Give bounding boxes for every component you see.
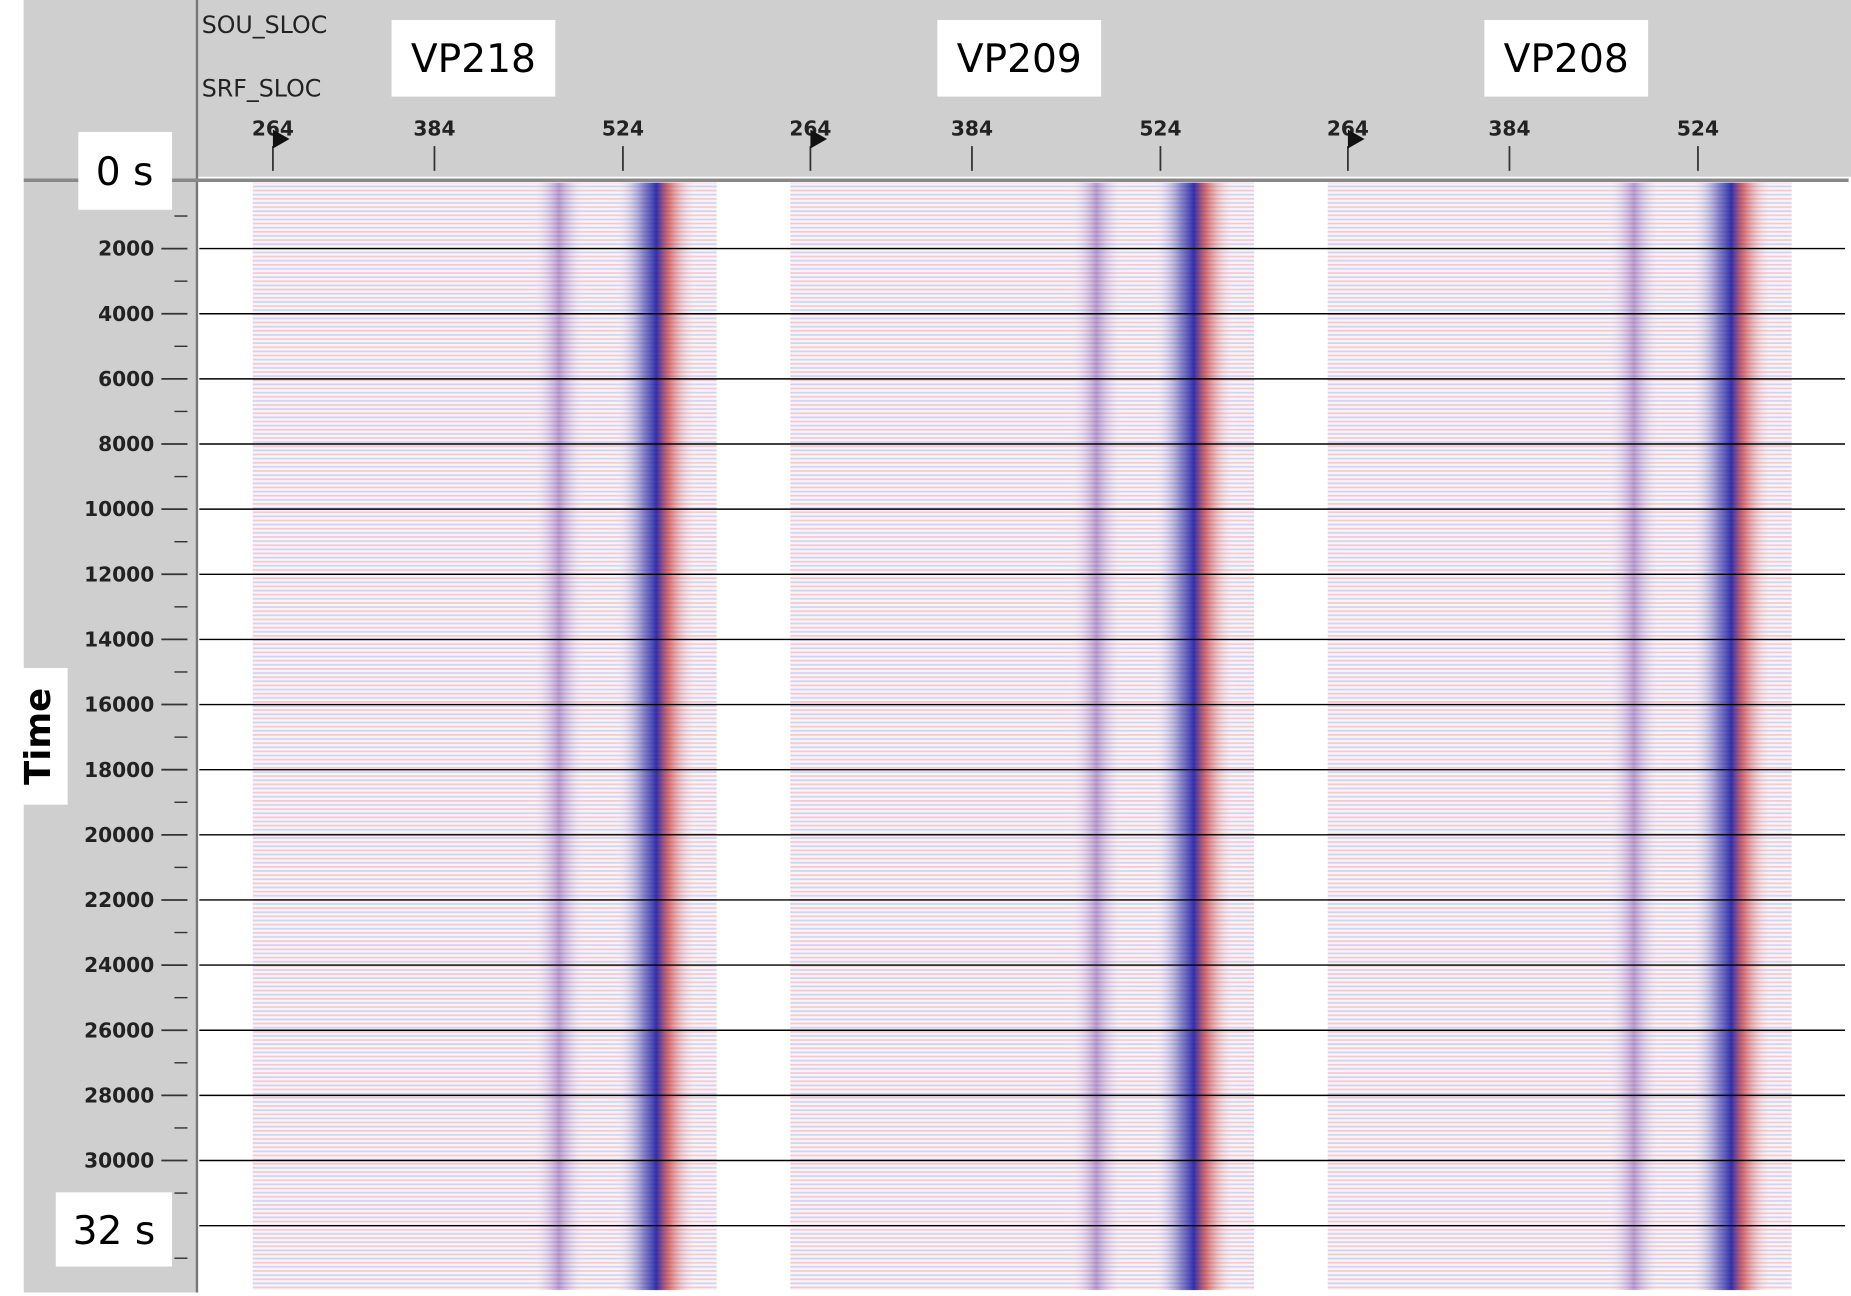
header-label: SRF_SLOC — [202, 75, 322, 103]
marker — [1347, 129, 1365, 149]
x-tick-label: 264 — [1327, 117, 1369, 141]
x-tick-label: 264 — [252, 117, 294, 141]
x-tick-label: 524 — [602, 117, 644, 141]
seismic-band — [1152, 182, 1236, 1291]
seismic-band — [1689, 182, 1774, 1291]
y-tick-label: 26000 — [84, 1018, 154, 1042]
annotation-box — [78, 131, 173, 210]
y-tick-label: 18000 — [84, 758, 154, 782]
panels: VP218 264 384 524 VP209 264 384 524 VP208 264 384 5… — [252, 20, 1792, 1291]
seismic-band — [531, 182, 587, 1291]
y-tick-label: 28000 — [84, 1084, 154, 1108]
axis-label-box — [5, 668, 68, 805]
annotation: 32 s — [73, 1209, 156, 1254]
annotation: 0 s — [96, 150, 154, 195]
panel-title-box — [391, 20, 556, 97]
panel-title: VP208 — [1504, 37, 1629, 82]
y-tick-label: 24000 — [84, 953, 154, 977]
x-tick-label: 384 — [951, 117, 993, 141]
y-tick-label: 14000 — [84, 628, 154, 652]
x-tick-label: 524 — [1677, 117, 1719, 141]
marker — [272, 129, 290, 149]
y-tick-label: 6000 — [98, 367, 154, 391]
annotation-box — [55, 1192, 173, 1267]
panel-title: VP218 — [411, 37, 536, 82]
y-tick-label: 4000 — [98, 302, 154, 326]
x-tick-label: 384 — [413, 117, 455, 141]
y-tick-label: 20000 — [84, 823, 154, 847]
y-tick-label: 16000 — [84, 693, 154, 717]
y-tick-label: 10000 — [84, 497, 154, 521]
axis-bar — [23, 0, 197, 1293]
y-tick-label: 12000 — [84, 562, 154, 586]
y-tick-label: 22000 — [84, 888, 154, 912]
x-tick-label: 384 — [1488, 117, 1530, 141]
seismic-band — [1068, 182, 1125, 1291]
marker — [810, 129, 828, 149]
y-tick-label: 30000 — [84, 1149, 154, 1173]
panel-title: VP209 — [957, 37, 1082, 82]
x-tick-label: 264 — [789, 117, 831, 141]
axis: 2000 4000 6000 8000 10000 12000 14000 16000 1800… — [84, 215, 1846, 1259]
panel-title-box — [937, 20, 1102, 97]
y-tick-label: 2000 — [98, 237, 154, 261]
y-tick-label: 8000 — [98, 432, 154, 456]
panel-title-box — [1484, 20, 1649, 97]
header-label: SOU_SLOC — [202, 11, 328, 39]
x-tick-label: 524 — [1139, 117, 1181, 141]
seismic-band — [614, 182, 699, 1291]
y-axis-label: Time — [18, 688, 59, 785]
seismic-band — [1606, 182, 1662, 1291]
